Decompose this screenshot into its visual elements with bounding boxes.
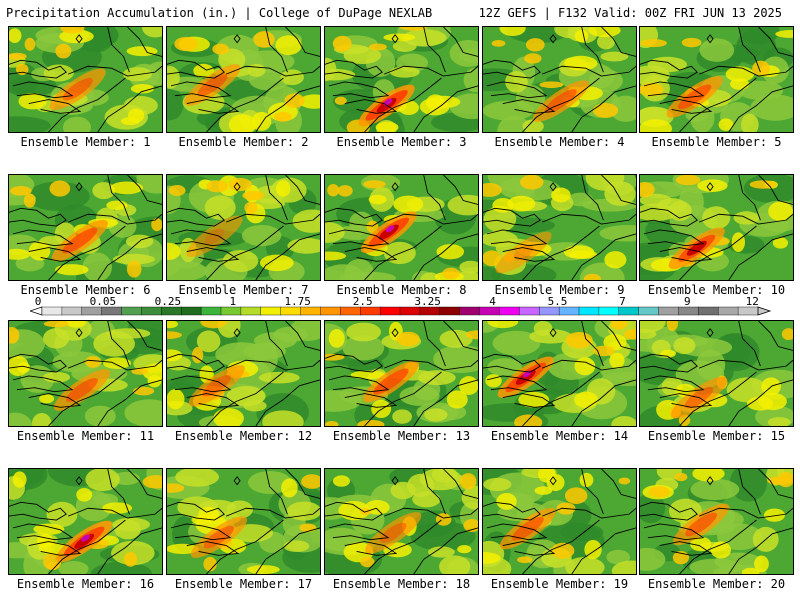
colorbar-segment (678, 306, 699, 316)
ensemble-member-label: Ensemble Member: 5 (651, 135, 782, 149)
ensemble-member-label: Ensemble Member: 19 (490, 577, 629, 591)
colorbar-tick-label: 0 (35, 297, 42, 308)
colorbar-segment (161, 306, 182, 316)
ensemble-member-map (324, 174, 479, 281)
colorbar-segment (399, 306, 421, 316)
colorbar-segment (200, 306, 222, 316)
colorbar-tick-label: 0.05 (90, 297, 117, 308)
colorbar-segment (360, 306, 381, 316)
ensemble-member-label: Ensemble Member: 12 (174, 429, 313, 443)
colorbar-segment (658, 306, 679, 316)
precip-colorbar: 0 0.05 0.25 1 1.75 2.5 3.25 4 5.5 7 9 12 (30, 297, 772, 316)
colorbar-segment (419, 306, 441, 316)
ensemble-member-label: Ensemble Member: 14 (490, 429, 629, 443)
ensemble-member-map (8, 468, 163, 575)
ensemble-member-map (639, 26, 794, 133)
ensemble-member-label: Ensemble Member: 17 (174, 577, 313, 591)
ensemble-member-map (482, 320, 637, 427)
ensemble-member-map (639, 320, 794, 427)
ensemble-member-map (8, 26, 163, 133)
model-valid-time: 12Z GEFS | F132 Valid: 00Z FRI JUN 13 20… (478, 6, 782, 20)
colorbar-segment (81, 306, 103, 316)
ensemble-member-map (8, 174, 163, 281)
colorbar-segment (61, 306, 83, 316)
colorbar-segment (101, 306, 123, 316)
colorbar-segment (41, 306, 63, 316)
colorbar-tick-label: 3.25 (414, 297, 441, 308)
ensemble-member-label: Ensemble Member: 16 (16, 577, 155, 591)
ensemble-member-map (166, 174, 321, 281)
ensemble-member-map (166, 468, 321, 575)
colorbar-segment (598, 306, 620, 316)
colorbar-tick-label: 1 (229, 297, 236, 308)
colorbar-tick-label: 7 (619, 297, 626, 308)
colorbar-segment (300, 306, 321, 316)
colorbar-segment (499, 306, 520, 316)
colorbar-segment (439, 306, 461, 316)
colorbar-segment (718, 306, 739, 316)
colorbar-segment (459, 306, 481, 316)
ensemble-member-map (166, 320, 321, 427)
ensemble-member-label: Ensemble Member: 1 (20, 135, 151, 149)
ensemble-member-map (8, 320, 163, 427)
colorbar-segment (737, 306, 759, 316)
colorbar-segment (220, 306, 242, 316)
ensemble-member-label: Ensemble Member: 18 (332, 577, 471, 591)
ensemble-member-label: Ensemble Member: 11 (16, 429, 155, 443)
colorbar-segment (578, 306, 600, 316)
colorbar-segment (121, 306, 142, 316)
ensemble-member-label: Ensemble Member: 13 (332, 429, 471, 443)
colorbar-tick-label: 12 (746, 297, 759, 308)
ensemble-member-map (324, 468, 479, 575)
colorbar-segment (181, 306, 202, 316)
ensemble-member-label: Ensemble Member: 15 (647, 429, 786, 443)
colorbar-segment (698, 306, 719, 316)
colorbar-tick-label: 5.5 (548, 297, 568, 308)
ensemble-member-label: Ensemble Member: 9 (494, 283, 625, 297)
colorbar-tick-label: 1.75 (284, 297, 311, 308)
ensemble-member-map (324, 26, 479, 133)
ensemble-member-label: Ensemble Member: 20 (647, 577, 786, 591)
colorbar-segment (539, 306, 560, 316)
ensemble-member-label: Ensemble Member: 4 (494, 135, 625, 149)
colorbar-segment (519, 306, 540, 316)
ensemble-member-label: Ensemble Member: 3 (336, 135, 467, 149)
colorbar-segment (260, 306, 282, 316)
ensemble-member-label: Ensemble Member: 8 (336, 283, 467, 297)
colorbar-tick-label: 4 (489, 297, 496, 308)
colorbar-segment (638, 306, 660, 316)
colorbar-tick-label: 9 (684, 297, 691, 308)
colorbar-segment (340, 306, 361, 316)
ensemble-member-map (639, 174, 794, 281)
colorbar-segment (379, 306, 401, 316)
colorbar-segment (240, 306, 262, 316)
colorbar-segment (280, 306, 302, 316)
ensemble-member-label: Ensemble Member: 2 (178, 135, 309, 149)
colorbar-min-arrow (30, 306, 43, 316)
ensemble-member-map (482, 174, 637, 281)
colorbar-segment (558, 306, 580, 316)
ensemble-member-label: Ensemble Member: 7 (178, 283, 309, 297)
colorbar-segment (141, 306, 162, 316)
colorbar-max-arrow (757, 306, 772, 316)
ensemble-member-label: Ensemble Member: 6 (20, 283, 151, 297)
ensemble-member-label: Ensemble Member: 10 (647, 283, 786, 297)
ensemble-member-map (482, 26, 637, 133)
ensemble-member-map (324, 320, 479, 427)
colorbar-tick-label: 2.5 (353, 297, 373, 308)
ensemble-member-map (482, 468, 637, 575)
ensemble-member-map (639, 468, 794, 575)
ensemble-member-map (166, 26, 321, 133)
colorbar-tick-label: 0.25 (155, 297, 182, 308)
colorbar-segment (479, 306, 500, 316)
colorbar-segment (320, 306, 341, 316)
map-title: Precipitation Accumulation (in.) | Colle… (6, 6, 433, 20)
colorbar-segment (618, 306, 640, 316)
